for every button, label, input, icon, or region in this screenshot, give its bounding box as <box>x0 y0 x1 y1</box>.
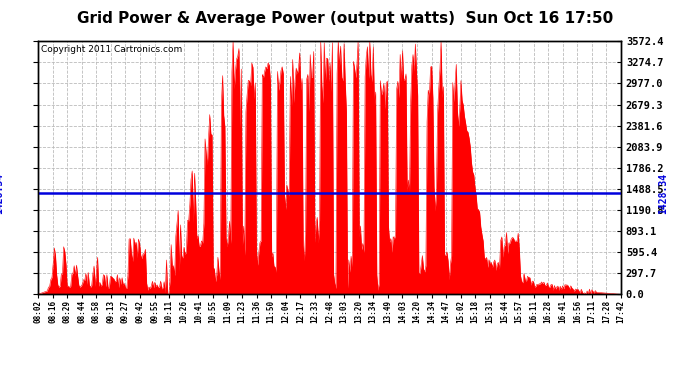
Text: 1428.34: 1428.34 <box>0 172 4 214</box>
Text: 1428.34: 1428.34 <box>658 172 668 214</box>
Text: Grid Power & Average Power (output watts)  Sun Oct 16 17:50: Grid Power & Average Power (output watts… <box>77 11 613 26</box>
Text: Copyright 2011 Cartronics.com: Copyright 2011 Cartronics.com <box>41 45 182 54</box>
